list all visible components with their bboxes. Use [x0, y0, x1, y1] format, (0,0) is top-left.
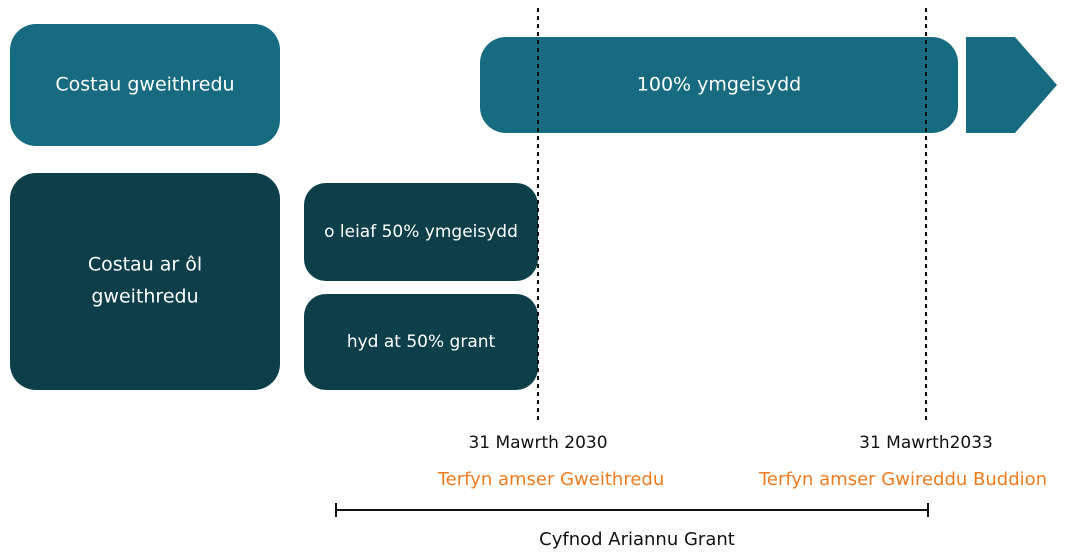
milestone-label: Terfyn amser Gweithredu — [437, 469, 664, 490]
operating-box — [10, 24, 280, 146]
applicant-50-label: o leiaf 50% ymgeisydd — [324, 222, 518, 242]
applicant-50-box — [304, 183, 538, 281]
post-operating-label: Costau ar ôl — [88, 254, 202, 276]
post-operating-box — [10, 173, 280, 390]
applicant-100-label: 100% ymgeisydd — [637, 74, 801, 96]
grant-50-label: hyd at 50% grant — [347, 332, 496, 352]
arrow — [966, 37, 1057, 133]
post-operating-label: gweithredu — [91, 286, 198, 308]
operating-label: Costau gweithredu — [55, 74, 234, 96]
period-label: Cyfnod Ariannu Grant — [539, 529, 735, 550]
milestone-label: Terfyn amser Gwireddu Buddion — [758, 469, 1047, 490]
applicant-100-box — [480, 37, 958, 133]
grant-50-box — [304, 294, 538, 390]
milestone-date: 31 Mawrth2033 — [859, 433, 993, 453]
milestone-date: 31 Mawrth 2030 — [468, 433, 607, 453]
